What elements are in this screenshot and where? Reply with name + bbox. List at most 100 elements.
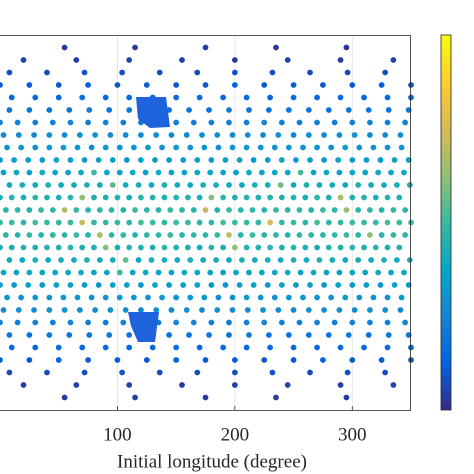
point — [161, 194, 168, 201]
point — [377, 157, 384, 163]
point — [277, 182, 284, 188]
point — [349, 82, 356, 88]
point — [367, 207, 373, 213]
point — [132, 44, 138, 51]
point — [349, 357, 356, 363]
point — [155, 269, 162, 276]
point — [32, 257, 39, 263]
point — [201, 144, 208, 151]
point — [307, 369, 313, 376]
point — [314, 94, 320, 101]
point — [32, 119, 39, 126]
point — [6, 369, 13, 376]
point — [116, 269, 123, 276]
point — [220, 269, 227, 276]
point — [264, 182, 271, 188]
point — [284, 207, 291, 213]
point — [129, 269, 136, 276]
point — [138, 307, 144, 313]
point — [96, 232, 103, 238]
point — [55, 94, 62, 101]
point — [290, 182, 297, 188]
point — [91, 219, 97, 226]
point — [86, 332, 93, 338]
point — [83, 182, 90, 188]
point — [194, 282, 201, 288]
point — [71, 182, 77, 188]
point — [290, 257, 297, 263]
point — [102, 94, 109, 101]
point — [53, 157, 60, 163]
point — [184, 219, 191, 226]
point — [67, 157, 74, 163]
point — [363, 282, 370, 288]
point — [356, 294, 363, 301]
point — [126, 194, 133, 201]
point — [196, 344, 203, 351]
point — [264, 282, 271, 288]
point — [19, 257, 26, 263]
point — [401, 169, 407, 176]
point — [406, 182, 413, 188]
point — [152, 157, 158, 163]
point — [149, 244, 156, 251]
point — [208, 219, 215, 226]
point — [20, 57, 27, 63]
point — [49, 119, 56, 126]
point — [187, 182, 194, 188]
point — [382, 307, 389, 313]
point — [130, 144, 137, 151]
point — [32, 144, 39, 151]
point — [38, 232, 44, 238]
point — [244, 307, 251, 313]
point — [39, 282, 46, 288]
point — [367, 119, 373, 126]
point — [73, 207, 80, 213]
point — [194, 69, 201, 76]
point — [388, 169, 394, 176]
point — [114, 244, 121, 251]
point — [303, 257, 310, 263]
point — [305, 307, 312, 313]
point — [194, 269, 201, 276]
point — [135, 257, 142, 263]
point — [406, 257, 413, 263]
point — [349, 194, 356, 201]
point — [250, 282, 257, 288]
point — [349, 219, 356, 226]
point — [284, 57, 291, 63]
point — [337, 57, 344, 63]
point — [314, 344, 320, 351]
point — [83, 257, 90, 263]
point — [321, 282, 328, 288]
point — [173, 319, 180, 326]
point — [153, 307, 160, 313]
point — [321, 307, 328, 313]
point — [302, 219, 309, 226]
point — [2, 232, 9, 238]
point — [88, 294, 95, 301]
point — [173, 194, 180, 201]
point — [328, 294, 335, 301]
point — [331, 207, 338, 213]
point — [202, 232, 209, 238]
point — [226, 257, 232, 263]
point — [26, 269, 33, 276]
point — [220, 344, 227, 351]
point — [321, 132, 328, 138]
point — [132, 232, 138, 238]
point — [179, 207, 185, 213]
point — [114, 357, 121, 363]
point — [96, 257, 103, 263]
point — [321, 157, 328, 163]
point — [284, 169, 291, 176]
point — [402, 232, 409, 238]
point — [73, 382, 80, 388]
point — [336, 169, 343, 176]
point — [138, 282, 144, 288]
point — [190, 319, 197, 326]
point — [365, 107, 372, 113]
point — [329, 182, 336, 188]
point — [384, 119, 391, 126]
